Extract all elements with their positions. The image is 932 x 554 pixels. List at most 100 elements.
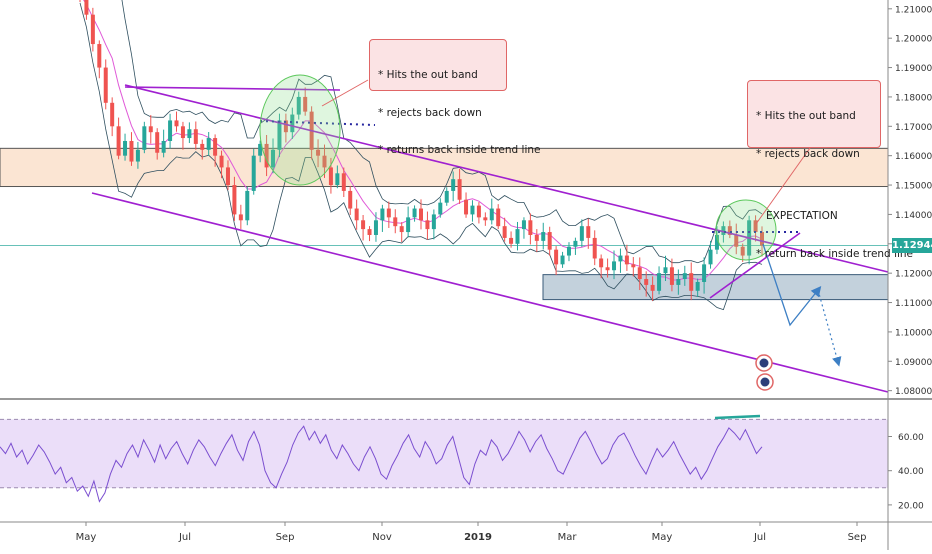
candle-body: [232, 185, 237, 215]
candle-body: [431, 214, 436, 230]
candle-body: [663, 267, 668, 274]
candle-body: [271, 149, 276, 168]
note-right-line-4: EXPECTATION: [756, 210, 838, 222]
annotation-note-right: * Hits the out band * rejects back down …: [747, 80, 913, 260]
candle-body: [521, 220, 526, 230]
candle-body: [714, 234, 719, 250]
candle-body: [644, 279, 649, 285]
channel-lower-line: [91, 192, 889, 393]
candle-body: [174, 120, 179, 127]
candle-body: [193, 129, 198, 144]
candle-body: [361, 220, 366, 230]
y-tick-label: 1.19000: [895, 64, 932, 74]
candle-body: [702, 264, 707, 282]
candle-body: [669, 267, 674, 285]
candle-body: [695, 281, 700, 291]
candle-body: [554, 249, 559, 265]
candle-body: [283, 120, 288, 133]
candle-body: [219, 155, 224, 168]
candle-body: [380, 208, 385, 221]
candle-body: [354, 208, 359, 221]
candle-body: [116, 126, 121, 156]
candle-body: [129, 140, 134, 162]
x-tick-label: Mar: [558, 532, 578, 543]
candle-body: [348, 190, 353, 209]
candle-body: [676, 279, 681, 285]
channel-upper-line: [124, 84, 889, 273]
x-tick-label: Nov: [372, 532, 392, 543]
candle-body: [650, 284, 655, 291]
candle-body: [579, 226, 584, 241]
x-tick-label: Jul: [178, 532, 191, 543]
event-marker-dot: [760, 377, 770, 387]
candle-body: [496, 208, 501, 227]
note-left-line-2: * rejects back down: [378, 106, 482, 119]
candle-body: [682, 273, 687, 280]
candle-body: [689, 273, 694, 291]
candle-body: [90, 14, 95, 45]
candle-body: [341, 173, 346, 191]
candle-body: [528, 220, 533, 235]
candle-body: [258, 143, 263, 156]
candle-body: [328, 167, 333, 186]
candle-body: [425, 220, 430, 230]
candle-body: [753, 220, 758, 233]
candle-body: [103, 67, 108, 103]
candle-body: [251, 155, 256, 191]
candle-body: [277, 120, 282, 150]
rsi-tick-label: 60.00: [898, 433, 924, 443]
candle-body: [200, 143, 205, 150]
rsi-divergence-line: [714, 414, 761, 420]
candle-body: [624, 255, 629, 265]
candle-body: [168, 120, 173, 141]
event-marker-dot: [759, 358, 769, 368]
candle-body: [187, 129, 192, 139]
candle-body: [303, 96, 308, 112]
candle-body: [367, 229, 372, 235]
annotation-note-left: * Hits the out band * rejects back down …: [369, 39, 540, 156]
candle-body: [592, 237, 597, 259]
note-left-line-3: * returns back inside trend line: [378, 144, 541, 156]
current-price-badge: 1.12944: [892, 238, 932, 253]
candle-body: [123, 140, 128, 156]
highlight-circle-left: [259, 74, 341, 186]
candle-body: [206, 138, 211, 150]
candle-body: [599, 258, 604, 268]
highlight-circle-right: [715, 199, 777, 261]
candle-body: [225, 167, 230, 186]
candle-body: [464, 199, 469, 215]
rsi-line: [0, 425, 763, 503]
candle-body: [135, 149, 140, 162]
candle-body: [97, 44, 102, 68]
candle-body: [180, 126, 185, 139]
x-tick-label: Sep: [276, 532, 295, 543]
candle-body: [419, 208, 423, 221]
candle-body: [457, 179, 462, 200]
x-tick-label: Sep: [848, 532, 867, 543]
note-left-line-1: * Hits the out band: [378, 69, 478, 81]
flat-resistance-line: [124, 86, 341, 91]
y-tick-label: 1.16000: [895, 152, 932, 162]
candle-body: [586, 226, 591, 238]
y-tick-label: 1.15000: [895, 182, 932, 192]
candle-body: [476, 205, 481, 218]
rsi-tick-label: 40.00: [898, 467, 924, 477]
candle-body: [322, 155, 327, 168]
candle-body: [399, 226, 404, 233]
candle-body: [760, 232, 764, 246]
candle-body: [657, 273, 662, 291]
callout-line-left: [321, 79, 369, 107]
candle-body: [502, 226, 507, 238]
candle-body: [296, 96, 301, 115]
candle-body: [631, 264, 636, 268]
x-tick-label: May: [652, 532, 673, 543]
candle-body: [708, 249, 713, 265]
y-tick-label: 1.12000: [895, 270, 932, 280]
candle-body: [238, 214, 243, 221]
candle-body: [110, 102, 115, 127]
y-tick-label: 1.21000: [895, 5, 932, 15]
candle-body: [451, 179, 456, 191]
candle-body: [515, 229, 520, 244]
x-tick-label: 2019: [464, 532, 492, 543]
